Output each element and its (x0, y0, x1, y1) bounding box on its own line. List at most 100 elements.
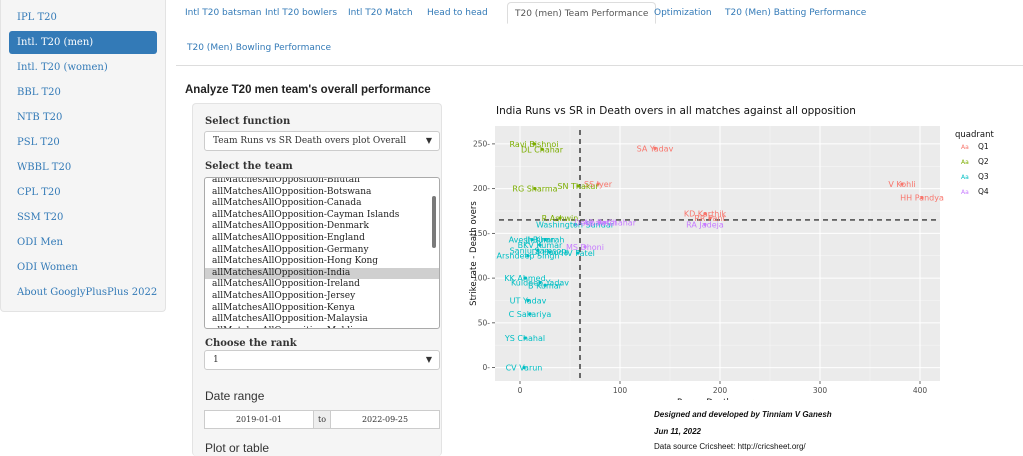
sidebar-item[interactable]: SSM T20 (17, 212, 64, 223)
team-option[interactable]: allMatchesAllOpposition-Canada (212, 198, 362, 209)
date-range-label: Date range (205, 389, 265, 403)
sidebar-item[interactable]: IPL T20 (17, 12, 57, 23)
team-listbox[interactable]: allMatchesAllOpposition-Bhutan allMatches… (204, 177, 440, 329)
date-from-input[interactable]: 2019-01-01 (204, 410, 314, 429)
rank-select[interactable]: 1 ▼ (204, 350, 440, 370)
data-point (583, 245, 587, 249)
team-option[interactable]: allMatchesAllOpposition-England (212, 232, 365, 243)
team-option[interactable]: allMatchesAllOpposition-Hong Kong (212, 256, 379, 267)
tab[interactable]: Intl T20 Match (348, 8, 413, 18)
y-tick-label: 250- (473, 139, 490, 148)
legend-label: Q2 (978, 157, 989, 166)
legend-key: Aa (961, 174, 969, 181)
data-point (543, 283, 547, 287)
y-tick-label: 150- (473, 229, 490, 238)
point-label: UT Yadav (510, 296, 547, 305)
team-option[interactable]: allMatchesAllOpposition-Maldives (205, 326, 439, 328)
data-point (573, 222, 577, 227)
date-to-input[interactable]: 2022-09-25 (330, 410, 440, 429)
data-point (528, 312, 532, 316)
data-point (703, 212, 707, 216)
tab[interactable]: T20 (Men) Batting Performance (725, 8, 867, 18)
sidebar-item[interactable]: Intl. T20 (men) (9, 31, 157, 54)
team-option[interactable]: allMatchesAllOpposition-Bhutan (212, 177, 360, 185)
team-option[interactable]: allMatchesAllOpposition-Ireland (212, 279, 360, 290)
chevron-down-icon: ▼ (425, 355, 432, 364)
function-select[interactable]: Team Runs vs SR Death overs plot Overall… (204, 131, 440, 151)
tab[interactable]: Head to head (427, 8, 488, 18)
function-select-value: Team Runs vs SR Death overs plot Overall (213, 136, 407, 146)
point-label: KK Ahmed (504, 274, 545, 283)
legend-key: Aa (961, 189, 969, 196)
tab[interactable]: Intl T20 batsman (185, 8, 262, 18)
team-option[interactable]: allMatchesAllOpposition-Denmark (212, 221, 369, 232)
data-point (548, 250, 552, 254)
data-point (703, 222, 707, 227)
legend-label: Q1 (978, 142, 989, 151)
data-point (653, 146, 657, 150)
sidebar-item[interactable]: About GooglyPlusPlus 2022 (17, 287, 158, 298)
sidebar-nav: IPL T20 Intl. T20 (men) Intl. T20 (women) B… (0, 0, 166, 312)
sidebar-item[interactable]: CPL T20 (17, 187, 61, 198)
section-title: Analyze T20 men team's overall performan… (185, 84, 431, 96)
sidebar-item[interactable]: BBL T20 (17, 87, 61, 98)
tab[interactable]: Intl T20 bowlers (265, 8, 338, 18)
team-option[interactable]: allMatchesAllOpposition-Cayman Islands (212, 209, 400, 220)
point-label: Washington Sundar (536, 220, 615, 229)
data-point (523, 276, 527, 280)
point-label: AR Patel (583, 219, 616, 228)
point-label: BKV Kumar (518, 241, 563, 250)
team-option[interactable]: allMatchesAllOpposition-Jersey (212, 290, 356, 301)
sidebar-item[interactable]: ODI Men (17, 237, 63, 248)
x-axis-title: Runs - Death overs (677, 398, 759, 400)
team-option[interactable]: allMatchesAllOpposition-India (205, 267, 439, 280)
point-label: Sanju Samson (510, 246, 567, 255)
legend-label: Q3 (978, 172, 989, 181)
point-label: DL Chahar (521, 145, 564, 154)
team-option[interactable]: allMatchesAllOpposition-Kenya (212, 302, 355, 313)
sidebar-item[interactable]: NTB T20 (17, 112, 63, 123)
sidebar-item[interactable]: PSL T20 (17, 137, 60, 148)
x-tick-label: 0 (518, 386, 523, 395)
sidebar-item[interactable]: WBBL T20 (17, 162, 72, 173)
data-point (538, 243, 542, 247)
x-tick-label: 200 (713, 386, 728, 395)
legend-key: Aa (961, 144, 969, 151)
rank-label: Choose the rank (205, 338, 297, 349)
team-option[interactable]: allMatchesAllOpposition-Malaysia (212, 314, 368, 325)
scatter-plot: 0 100 200 300 400 0- 50- 100- 150- 200- 250- SA Yad… (469, 126, 994, 400)
tab[interactable]: T20 (Men) Bowling Performance (187, 43, 332, 53)
legend-key: Aa (961, 159, 969, 166)
sidebar-item[interactable]: ODI Women (17, 262, 78, 273)
point-label: KD Karthik (684, 210, 727, 219)
tab[interactable]: T20 (men) Team Performance (507, 2, 657, 24)
data-point (526, 254, 530, 258)
point-label: V Kohli (888, 180, 915, 189)
point-label: CV Varun (506, 364, 543, 373)
data-point (596, 182, 600, 186)
point-label: RA Jadeja (686, 220, 724, 229)
point-label: SN Thakur (557, 182, 599, 191)
point-label: Deepak Chahar (574, 219, 637, 228)
data-point (558, 216, 562, 220)
point-label: SS Iyer (584, 180, 613, 189)
data-point (576, 251, 580, 255)
tab[interactable]: Optimization (654, 8, 712, 18)
controls-panel: Select function Team Runs vs SR Death ov… (192, 103, 442, 456)
data-point (522, 365, 526, 370)
data-point (900, 182, 904, 186)
team-option[interactable]: allMatchesAllOpposition-Botswana (212, 186, 372, 197)
data-point (533, 187, 537, 191)
x-tick-label: 300 (813, 386, 828, 395)
data-point (530, 238, 534, 242)
point-label: HH Pandya (900, 194, 944, 203)
x-tick-label: 100 (613, 386, 628, 395)
data-point (920, 195, 924, 200)
team-option[interactable]: allMatchesAllOpposition-Germany (212, 244, 369, 255)
data-point (536, 248, 540, 252)
tab-bar: Intl T20 batsman Intl T20 bowlers Intl T20… (176, 0, 1023, 66)
legend-label: Q4 (978, 187, 989, 196)
listbox-scrollbar[interactable] (432, 196, 436, 248)
rank-select-value: 1 (213, 355, 219, 365)
sidebar-item[interactable]: Intl. T20 (women) (17, 62, 108, 73)
